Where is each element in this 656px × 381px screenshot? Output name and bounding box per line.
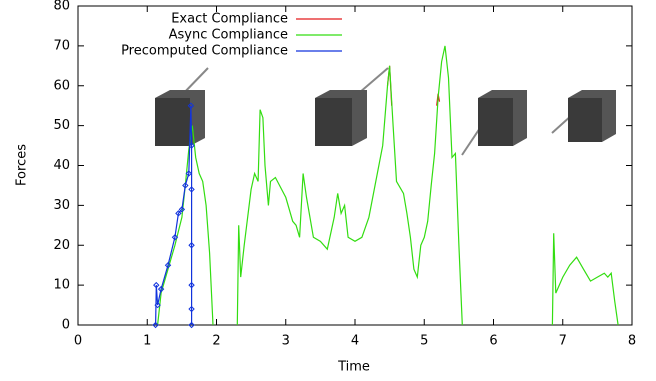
point-marker <box>185 170 193 177</box>
x-tick-label: 1 <box>143 334 151 349</box>
x-tick-label: 4 <box>351 334 359 349</box>
point-marker <box>187 102 195 109</box>
x-tick-label: 2 <box>212 334 220 349</box>
y-tick-label: 10 <box>53 278 70 293</box>
point-marker <box>153 281 160 289</box>
point-marker <box>154 301 161 309</box>
point-marker <box>178 206 186 213</box>
y-tick-label: 30 <box>53 198 70 213</box>
series-line <box>386 65 441 106</box>
cube-face <box>568 98 602 142</box>
point-marker <box>182 182 189 189</box>
point-marker <box>157 285 165 293</box>
cube-face <box>478 98 513 146</box>
point-marker <box>188 142 195 149</box>
y-tick-label: 50 <box>53 118 70 133</box>
legend-label: Precomputed Compliance <box>121 44 288 59</box>
point-marker <box>171 234 179 241</box>
y-tick-label: 80 <box>53 0 70 14</box>
y-tick-label: 0 <box>62 318 70 333</box>
point-marker <box>152 321 159 329</box>
x-tick-label: 8 <box>628 334 636 349</box>
cube-illustrations <box>155 67 616 156</box>
x-tick-label: 7 <box>559 334 567 349</box>
y-axis-label: Forces <box>15 144 30 186</box>
y-tick-label: 40 <box>53 158 70 173</box>
y-tick-label: 20 <box>53 238 70 253</box>
legend-label: Exact Compliance <box>171 12 288 27</box>
series-line <box>155 105 193 326</box>
point-marker <box>175 210 182 217</box>
point-marker <box>164 261 172 269</box>
cube-face <box>155 98 190 146</box>
x-tick-label: 6 <box>489 334 497 349</box>
legend-label: Async Compliance <box>169 28 288 43</box>
point-marker <box>188 186 195 193</box>
x-tick-label: 3 <box>282 334 290 349</box>
x-axis-label: Time <box>337 360 370 375</box>
cube-face <box>315 98 352 146</box>
series-line <box>157 45 619 326</box>
point-marker <box>188 321 195 329</box>
x-tick-label: 0 <box>74 334 82 349</box>
point-marker <box>188 305 195 313</box>
x-tick-label: 5 <box>420 334 428 349</box>
point-marker <box>188 281 195 289</box>
y-tick-label: 60 <box>53 78 70 93</box>
point-marker <box>188 242 195 249</box>
y-tick-label: 70 <box>53 38 70 53</box>
